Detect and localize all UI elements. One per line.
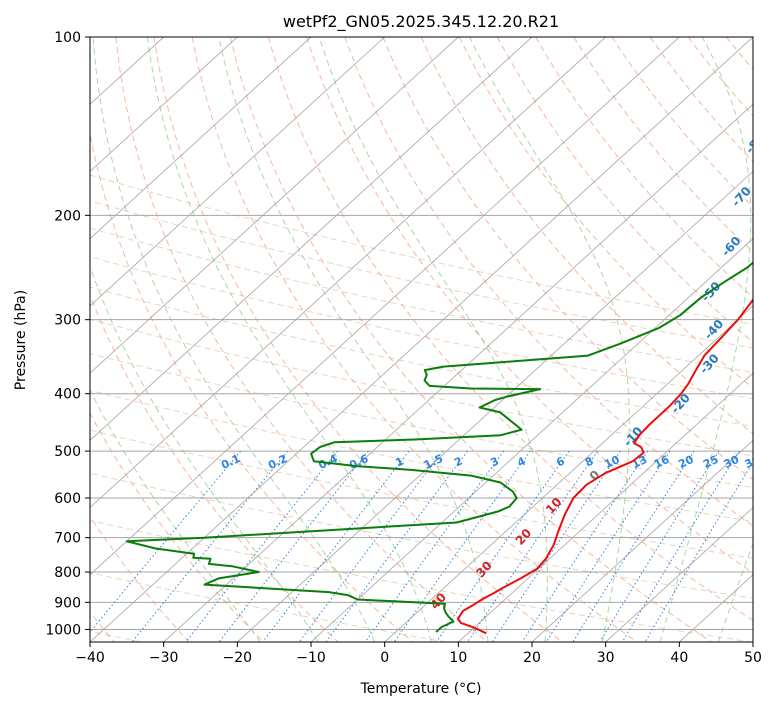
mixing-ratio-label: 2 — [452, 455, 464, 470]
mixing-ratio-line — [546, 451, 670, 642]
isotherm-line — [0, 37, 532, 642]
x-tick-label: 40 — [670, 650, 688, 666]
x-tick-label: −10 — [296, 650, 326, 666]
mixing-ratio-label: 10 — [602, 453, 622, 471]
dry-adiabat-line — [1, 37, 263, 642]
adiabat-label: 40 — [428, 590, 450, 612]
isentrope-line — [0, 37, 751, 642]
mixing-ratio-label: 0.6 — [347, 452, 370, 472]
y-tick-label: 600 — [54, 491, 81, 507]
dry-adiabat-line — [688, 37, 775, 642]
isotherms — [0, 37, 775, 642]
mixing-ratio-label: 20 — [676, 453, 696, 471]
temperature-profile-line — [458, 37, 775, 633]
mixing-ratio-label: 36 — [743, 453, 763, 471]
dry-adiabat-line — [726, 37, 775, 642]
isotherm-line — [753, 37, 775, 642]
dry-adiabat-line — [765, 37, 775, 642]
moist-adiabat-line — [319, 37, 547, 642]
moist-adiabat-line — [93, 37, 375, 642]
mixing-ratio-label: 0.2 — [266, 452, 289, 472]
dry-adiabat-line — [612, 37, 775, 642]
y-tick-label: 900 — [54, 595, 81, 611]
dry-adiabat-line — [574, 37, 775, 642]
mixing-ratio-line — [436, 451, 569, 642]
moist-adiabat-line — [219, 37, 488, 642]
chart-title: wetPf2_GN05.2025.345.12.20.R21 — [283, 12, 559, 32]
y-tick-label: 100 — [54, 30, 81, 46]
isentrope-line — [0, 37, 446, 642]
mixing-ratio-line — [82, 451, 241, 642]
mixing-ratio-line — [573, 451, 694, 642]
isotherm-line — [16, 37, 679, 642]
mixing-ratio-line — [263, 451, 409, 642]
mixing-ratio-label: 0.1 — [219, 452, 242, 472]
y-tick-label: 200 — [54, 208, 81, 224]
mixing-ratio-label: 4 — [515, 454, 528, 469]
x-axis-label: Temperature (°C) — [360, 681, 482, 697]
profile-series — [127, 37, 775, 633]
mixing-ratio-label: 8 — [583, 455, 595, 470]
y-tick-label: 400 — [54, 387, 81, 403]
isotherm-line — [90, 37, 753, 642]
isotherm-line — [0, 37, 237, 642]
x-tick-label: 30 — [597, 650, 615, 666]
x-tick-label: 50 — [744, 650, 762, 666]
mixing-ratio-label: 6 — [554, 454, 567, 469]
y-tick-label: 1000 — [45, 622, 81, 638]
isotherm-line — [0, 37, 311, 642]
isotherm-line — [0, 37, 458, 642]
x-tick-label: −40 — [75, 650, 105, 666]
y-tick-label: 800 — [54, 565, 81, 581]
mixing-ratio-label: 1 — [393, 455, 405, 470]
dry-adiabat-line — [497, 37, 775, 642]
adiabat-label: -80 — [743, 131, 768, 156]
mixing-ratio-lines — [82, 451, 760, 642]
adiabat-label: -60 — [719, 234, 744, 259]
y-axis-label: Pressure (hPa) — [13, 290, 29, 390]
adiabat-label: -90 — [756, 85, 775, 110]
x-tick-label: −20 — [223, 650, 253, 666]
line-labels: 0.10.20.40.611.52346810131620253036-100-… — [219, 38, 775, 612]
adiabat-label: -10 — [621, 424, 646, 449]
adiabat-label: -40 — [701, 317, 726, 342]
x-tick-label: 0 — [380, 650, 389, 666]
moist-adiabat-line — [11, 37, 260, 642]
x-tick-label: 10 — [449, 650, 467, 666]
x-tick-label: −30 — [149, 650, 179, 666]
y-tick-label: 700 — [54, 531, 81, 547]
dry-adiabat-line — [78, 37, 413, 642]
adiabat-label: 20 — [513, 526, 535, 548]
mixing-ratio-label: 25 — [701, 453, 720, 471]
mixing-ratio-label: 16 — [652, 453, 672, 471]
y-tick-label: 300 — [54, 313, 81, 329]
adiabat-label: 30 — [473, 558, 495, 580]
y-tick-label: 500 — [54, 444, 81, 460]
mixing-ratio-line — [365, 451, 503, 642]
x-tick-label: 20 — [523, 650, 541, 666]
mixing-ratio-line — [219, 451, 368, 642]
